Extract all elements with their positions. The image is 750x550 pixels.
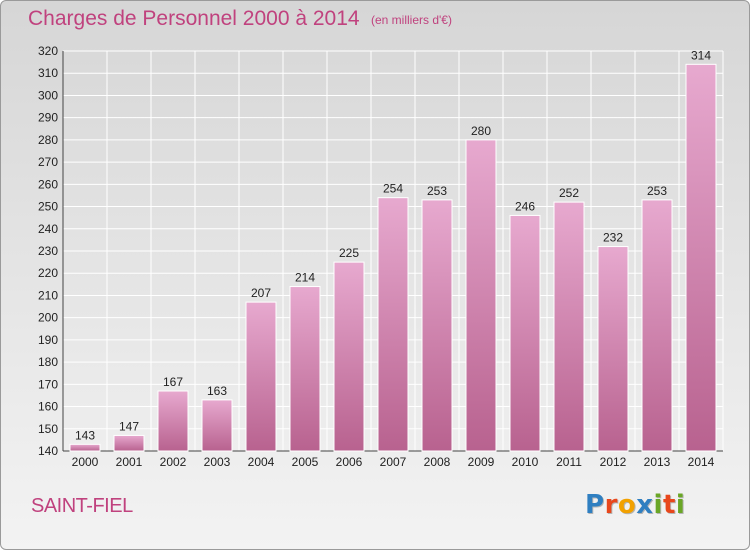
value-label-2003: 163 bbox=[207, 384, 227, 398]
y-tick-label: 290 bbox=[38, 111, 58, 125]
y-tick-label: 250 bbox=[38, 200, 58, 214]
bar-2003 bbox=[201, 399, 233, 452]
chart-title: Charges de Personnel 2000 à 2014 bbox=[28, 7, 360, 30]
bar-2014 bbox=[685, 63, 717, 452]
value-label-2011: 252 bbox=[559, 186, 579, 200]
x-tick-label-2005: 2005 bbox=[292, 455, 319, 469]
y-tick-label: 140 bbox=[38, 444, 58, 458]
bar-2008 bbox=[421, 199, 453, 452]
logo-letter: t bbox=[662, 490, 676, 520]
y-tick-label: 300 bbox=[38, 88, 58, 102]
value-label-2013: 253 bbox=[647, 184, 667, 198]
logo-letter: x bbox=[636, 490, 654, 520]
bar-2013 bbox=[641, 199, 673, 452]
x-tick-label-2013: 2013 bbox=[644, 455, 671, 469]
bar-2005 bbox=[289, 286, 321, 452]
logo-letter: P bbox=[585, 490, 605, 520]
value-label-2005: 214 bbox=[295, 271, 315, 285]
proxiti-logo[interactable]: Proxiti bbox=[585, 490, 685, 520]
logo-letter: i bbox=[675, 490, 686, 520]
value-label-2002: 167 bbox=[163, 375, 183, 389]
x-tick-label-2007: 2007 bbox=[380, 455, 407, 469]
axis-layer: 140 150 160 170 180 190 200 210 220 230 240 250 260 2… bbox=[38, 44, 723, 469]
value-label-2004: 207 bbox=[251, 286, 271, 300]
x-tick-label-2003: 2003 bbox=[204, 455, 231, 469]
value-label-2010: 246 bbox=[515, 199, 535, 213]
value-label-2007: 254 bbox=[383, 182, 403, 196]
bar-2001 bbox=[113, 434, 145, 452]
logo-letter: r bbox=[604, 490, 618, 520]
label-layer: 143 147 167 163 207 214 225 254 253 280 246 252 232 2… bbox=[75, 48, 711, 442]
value-label-2001: 147 bbox=[119, 419, 139, 433]
bar-2012 bbox=[597, 246, 629, 452]
y-tick-label: 220 bbox=[38, 266, 58, 280]
x-tick-label-2001: 2001 bbox=[116, 455, 143, 469]
y-tick-label: 280 bbox=[38, 133, 58, 147]
x-tick-label-2000: 2000 bbox=[72, 455, 99, 469]
bar-2000 bbox=[69, 443, 101, 452]
commune-name: SAINT-FIEL bbox=[31, 495, 133, 517]
bar-2009 bbox=[465, 139, 497, 452]
value-label-2008: 253 bbox=[427, 184, 447, 198]
bar-2006 bbox=[333, 261, 365, 452]
value-label-2014: 314 bbox=[691, 48, 711, 62]
x-tick-label-2004: 2004 bbox=[248, 455, 275, 469]
bar-2002 bbox=[157, 390, 189, 452]
chart-subtitle: (en milliers d'€) bbox=[371, 13, 452, 27]
x-tick-label-2014: 2014 bbox=[688, 455, 715, 469]
y-tick-label: 200 bbox=[38, 311, 58, 325]
y-tick-label: 270 bbox=[38, 155, 58, 169]
y-tick-label: 210 bbox=[38, 288, 58, 302]
y-tick-label: 230 bbox=[38, 244, 58, 258]
value-label-2012: 232 bbox=[603, 231, 623, 245]
y-tick-label: 310 bbox=[38, 66, 58, 80]
x-tick-label-2008: 2008 bbox=[424, 455, 451, 469]
x-tick-label-2006: 2006 bbox=[336, 455, 363, 469]
bar-2004 bbox=[245, 301, 277, 452]
value-label-2006: 225 bbox=[339, 246, 359, 260]
y-tick-label: 260 bbox=[38, 177, 58, 191]
y-tick-label: 320 bbox=[38, 44, 58, 58]
x-tick-label-2009: 2009 bbox=[468, 455, 495, 469]
value-label-2009: 280 bbox=[471, 124, 491, 138]
logo-letter: o bbox=[617, 490, 637, 520]
y-tick-label: 160 bbox=[38, 400, 58, 414]
bar-2011 bbox=[553, 201, 585, 452]
y-tick-label: 180 bbox=[38, 355, 58, 369]
x-tick-label-2011: 2011 bbox=[556, 455, 582, 469]
y-tick-label: 170 bbox=[38, 377, 58, 391]
y-tick-label: 190 bbox=[38, 333, 58, 347]
bar-2010 bbox=[509, 214, 541, 452]
y-tick-label: 150 bbox=[38, 422, 58, 436]
x-tick-label-2010: 2010 bbox=[512, 455, 539, 469]
logo-letter: i bbox=[653, 490, 663, 520]
x-tick-label-2012: 2012 bbox=[600, 455, 627, 469]
bar-layer bbox=[69, 63, 717, 452]
value-label-2000: 143 bbox=[75, 428, 95, 442]
bar-2007 bbox=[377, 197, 409, 452]
x-tick-label-2002: 2002 bbox=[160, 455, 187, 469]
y-tick-label: 240 bbox=[38, 222, 58, 236]
